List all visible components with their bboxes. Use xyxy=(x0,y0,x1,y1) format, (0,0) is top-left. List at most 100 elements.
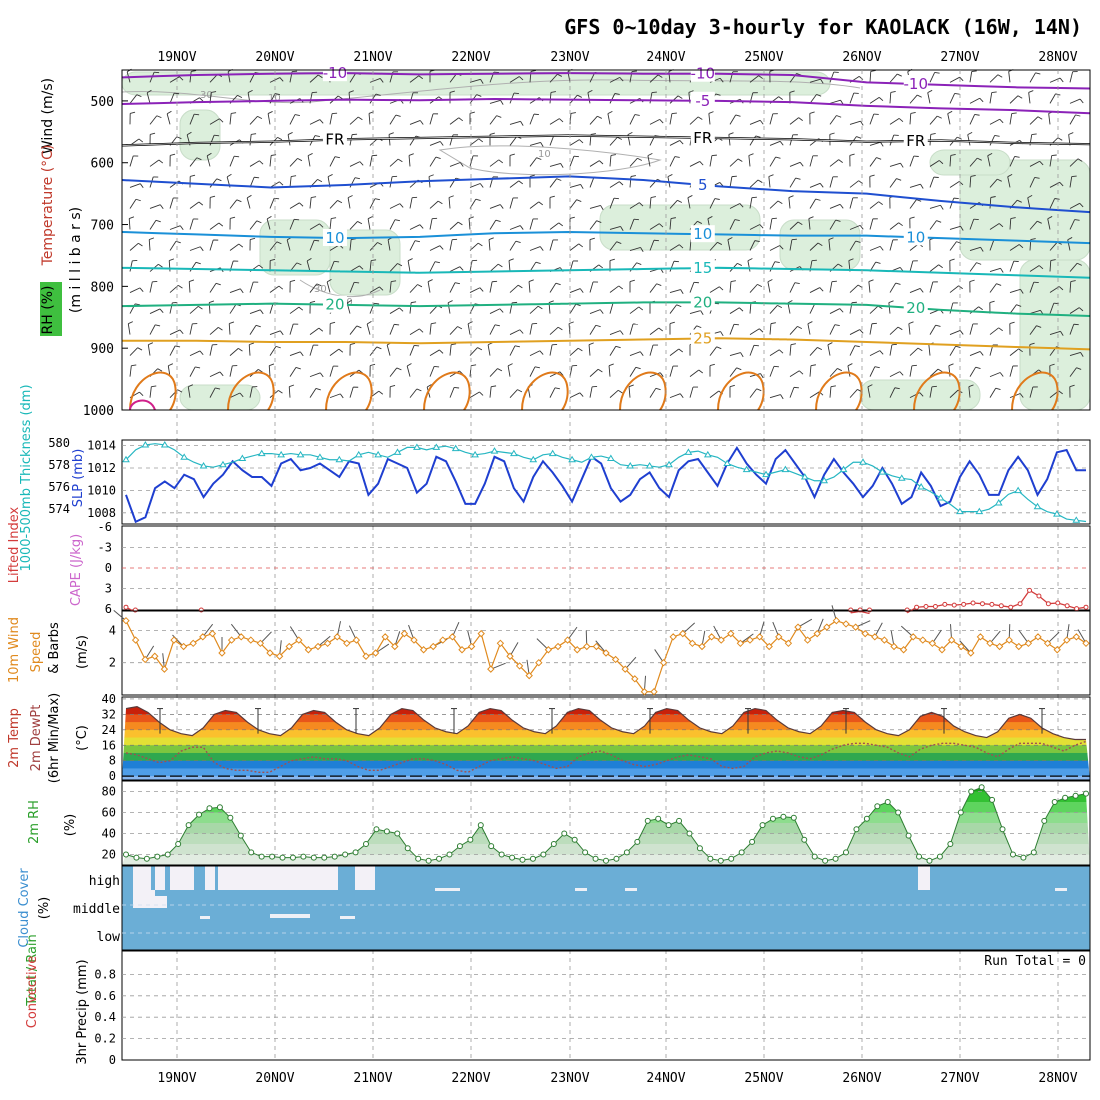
rh-marker xyxy=(164,851,171,858)
wind-barb-flag xyxy=(174,92,180,95)
isotherm-label: 10 xyxy=(693,225,712,243)
wind-barb-flag xyxy=(719,77,724,83)
wind-barb xyxy=(326,281,331,293)
wind-barb-flag xyxy=(688,90,694,93)
wind-barb xyxy=(969,246,981,251)
ylabel-slp: SLP (mb) xyxy=(71,449,86,508)
wind-barb xyxy=(909,347,919,356)
thickness-marker xyxy=(703,450,712,458)
wind-barb xyxy=(429,141,441,146)
wind-barb xyxy=(329,156,336,167)
wind-barb-flag xyxy=(128,321,134,325)
wind-barb xyxy=(489,368,498,377)
wind-barb xyxy=(829,308,841,314)
wind-barb-flag xyxy=(480,79,484,84)
wind-barb-flag xyxy=(597,115,603,119)
wind-barb-flag xyxy=(617,389,623,394)
wind-barb xyxy=(969,97,980,104)
wind-barb-flag xyxy=(317,74,323,79)
wind-barb-flag xyxy=(156,115,162,119)
temp-tick-label: 40 xyxy=(102,692,116,706)
wind-barb xyxy=(909,288,921,293)
wind-barb-flag xyxy=(536,157,542,160)
wind-speed-marker xyxy=(717,636,725,644)
wind-barb-flag xyxy=(1049,363,1055,367)
wind-barb xyxy=(829,219,837,230)
wind-barb-flag xyxy=(954,92,960,95)
thickness-marker xyxy=(122,455,130,463)
wind-barb-flag xyxy=(1014,156,1020,158)
wind-barb xyxy=(1049,303,1055,314)
wind-barb xyxy=(149,159,160,167)
surface-wind-barb xyxy=(989,630,1001,644)
wind-barb xyxy=(989,178,998,188)
temp-band xyxy=(122,729,1090,739)
wind-speed-marker xyxy=(746,636,754,644)
thickness-marker xyxy=(762,470,770,478)
wind-barb-flag xyxy=(778,96,783,100)
wind-barb xyxy=(689,369,700,377)
wind-barb-flag xyxy=(1031,133,1037,136)
surface-wind-barb xyxy=(900,625,914,638)
wind-speed-marker xyxy=(227,636,236,644)
wind-barb xyxy=(749,197,753,209)
wind-barb xyxy=(249,134,252,146)
wind-speed-marker xyxy=(871,633,879,641)
thickness-marker xyxy=(936,494,945,501)
wind-barb xyxy=(809,303,816,314)
wind-barb-flag xyxy=(1050,259,1056,261)
wind-barb xyxy=(589,115,598,125)
ylabel-rh-unit: (%) xyxy=(63,814,78,837)
rh-marker xyxy=(498,851,505,858)
cloud-gap xyxy=(918,866,930,890)
wind-barb xyxy=(709,390,720,398)
wind-barb xyxy=(148,239,151,251)
wind-barb xyxy=(349,265,360,272)
wind-barb-flag xyxy=(676,304,682,308)
wind-barb-flag xyxy=(219,118,224,123)
wind-barb xyxy=(1009,304,1017,314)
lifted-index-marker xyxy=(979,601,985,607)
wind-barb xyxy=(769,156,777,167)
wind-barb xyxy=(947,113,951,125)
isotherm-label-bg xyxy=(690,64,715,82)
wind-barb xyxy=(329,348,340,356)
wind-barb xyxy=(868,281,871,293)
wind-barb xyxy=(129,242,139,251)
wind-barb xyxy=(609,389,619,398)
temp-tick-label: 8 xyxy=(109,754,116,768)
rh-marker xyxy=(634,838,641,845)
wind-barb xyxy=(469,347,478,356)
isotherm-label: 20 xyxy=(906,299,925,317)
wind-barb-flag xyxy=(431,322,437,325)
thickness-marker xyxy=(645,461,654,469)
wind-barb xyxy=(369,93,377,104)
wind-barb xyxy=(149,115,158,125)
wind-barb xyxy=(969,262,977,272)
wind-barb xyxy=(969,176,972,188)
wind-barb-flag xyxy=(278,390,283,394)
wind-barb-flag xyxy=(629,279,635,282)
wind-barb xyxy=(189,157,198,167)
wind-barb xyxy=(369,198,376,209)
wind-barb xyxy=(649,74,659,83)
rh-marker xyxy=(436,855,443,862)
wind-barb xyxy=(489,308,501,314)
wind-barb xyxy=(789,326,798,335)
lifted-index-marker xyxy=(1017,601,1023,607)
wind-barb xyxy=(629,114,636,125)
wind-barb-flag xyxy=(1010,217,1016,219)
isotherm-label: FR xyxy=(906,132,925,150)
slp-frame xyxy=(121,439,1091,525)
wind-barb-flag xyxy=(1035,72,1041,75)
wind-barb-flag xyxy=(957,136,962,140)
wind-barb-flag xyxy=(239,288,244,294)
wind-speed-marker xyxy=(199,633,207,641)
wind-barb xyxy=(389,367,398,377)
ylabel-rh: RH (%) xyxy=(40,286,56,335)
wind-barb xyxy=(169,345,176,356)
wind-barb xyxy=(569,199,577,209)
wind-barb-flag xyxy=(974,113,980,116)
wind-barb-flag xyxy=(775,156,781,159)
wind-barb xyxy=(469,155,474,167)
